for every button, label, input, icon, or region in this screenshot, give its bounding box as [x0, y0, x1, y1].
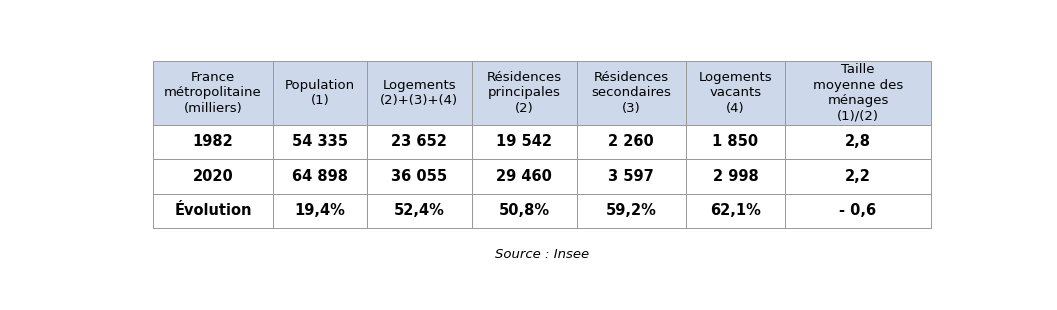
Bar [785, 125, 931, 159]
Bar [686, 125, 785, 159]
Text: 52,4%: 52,4% [393, 203, 445, 218]
Text: 2,2: 2,2 [846, 169, 871, 184]
Bar [577, 159, 686, 194]
Bar [367, 159, 471, 194]
Text: 19 542: 19 542 [496, 134, 552, 149]
Text: 64 898: 64 898 [292, 169, 348, 184]
Text: Logements
(2)+(3)+(4): Logements (2)+(3)+(4) [381, 78, 458, 107]
Bar [367, 61, 471, 125]
Text: 1982: 1982 [192, 134, 234, 149]
Bar [273, 194, 367, 228]
Text: Source : Insee: Source : Insee [495, 248, 589, 261]
Bar [785, 61, 931, 125]
Text: 2020: 2020 [192, 169, 234, 184]
Text: Logements
vacants
(4): Logements vacants (4) [699, 71, 773, 115]
Text: Évolution: Évolution [174, 203, 252, 218]
Bar [273, 159, 367, 194]
Bar [785, 194, 931, 228]
Text: France
métropolitaine
(milliers): France métropolitaine (milliers) [164, 71, 262, 115]
Text: 36 055: 36 055 [391, 169, 447, 184]
Text: 3 597: 3 597 [609, 169, 654, 184]
Bar [152, 125, 273, 159]
Text: 1 850: 1 850 [712, 134, 759, 149]
Bar [152, 61, 273, 125]
Text: 62,1%: 62,1% [710, 203, 761, 218]
Bar [273, 61, 367, 125]
Text: 54 335: 54 335 [292, 134, 348, 149]
Text: Population
(1): Population (1) [284, 78, 355, 107]
Text: 2,8: 2,8 [845, 134, 871, 149]
Bar [785, 159, 931, 194]
Bar [686, 61, 785, 125]
Bar [686, 159, 785, 194]
Bar [471, 159, 577, 194]
Text: - 0,6: - 0,6 [839, 203, 876, 218]
Bar [577, 125, 686, 159]
Text: 23 652: 23 652 [391, 134, 447, 149]
Text: 2 260: 2 260 [609, 134, 654, 149]
Text: 29 460: 29 460 [497, 169, 552, 184]
Bar [367, 125, 471, 159]
Bar [577, 61, 686, 125]
Bar [686, 194, 785, 228]
Bar [471, 61, 577, 125]
Bar [273, 125, 367, 159]
Bar [152, 194, 273, 228]
Bar [471, 194, 577, 228]
Text: Résidences
principales
(2): Résidences principales (2) [486, 71, 561, 115]
Text: 50,8%: 50,8% [499, 203, 550, 218]
Text: 2 998: 2 998 [712, 169, 758, 184]
Text: 19,4%: 19,4% [295, 203, 346, 218]
Text: Résidences
secondaires
(3): Résidences secondaires (3) [591, 71, 671, 115]
Text: 59,2%: 59,2% [606, 203, 656, 218]
Bar [367, 194, 471, 228]
Bar [152, 159, 273, 194]
Bar [471, 125, 577, 159]
Text: Taille
moyenne des
ménages
(1)/(2): Taille moyenne des ménages (1)/(2) [813, 63, 903, 122]
Bar [577, 194, 686, 228]
